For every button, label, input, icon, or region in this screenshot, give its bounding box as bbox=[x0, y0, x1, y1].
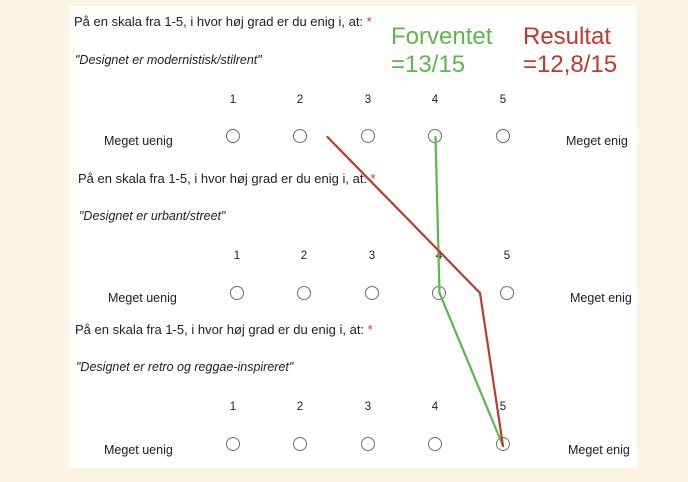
result-label: Resultat bbox=[523, 23, 612, 50]
radio-option-5[interactable] bbox=[496, 129, 510, 143]
high-label: Meget enig bbox=[568, 443, 630, 457]
low-label: Meget uenig bbox=[108, 291, 177, 305]
radio-option-4[interactable] bbox=[428, 437, 442, 451]
question-2: På en skala fra 1-5, i hvor høj grad er … bbox=[69, 163, 637, 317]
scale-number-3: 3 bbox=[368, 250, 376, 262]
scale-number-4: 4 bbox=[435, 250, 443, 262]
radio-option-2[interactable] bbox=[293, 437, 307, 451]
radio-option-3[interactable] bbox=[361, 437, 375, 451]
radio-option-1[interactable] bbox=[226, 437, 240, 451]
question-statement: "Designet er retro og reggae-inspireret" bbox=[76, 360, 294, 374]
scale-number-1: 1 bbox=[229, 94, 237, 106]
radio-option-2[interactable] bbox=[297, 286, 311, 300]
high-label: Meget enig bbox=[566, 134, 628, 148]
low-label: Meget uenig bbox=[104, 134, 173, 148]
radio-option-1[interactable] bbox=[230, 286, 244, 300]
result-score: =12,8/15 bbox=[523, 51, 618, 78]
scale-number-2: 2 bbox=[300, 250, 308, 262]
scale-number-2: 2 bbox=[296, 94, 304, 106]
question-1: På en skala fra 1-5, i hvor høj grad er … bbox=[69, 6, 637, 160]
required-asterisk: * bbox=[366, 14, 372, 29]
scale-number-1: 1 bbox=[233, 250, 241, 262]
radio-option-4[interactable] bbox=[432, 286, 446, 300]
radio-option-3[interactable] bbox=[365, 286, 379, 300]
scale-number-4: 4 bbox=[431, 94, 439, 106]
result-header: Resultat =12,8/15 bbox=[523, 23, 617, 79]
question-3: På en skala fra 1-5, i hvor høj grad er … bbox=[69, 314, 637, 468]
scale-number-5: 5 bbox=[499, 94, 507, 106]
question-statement: "Designet er urbant/street" bbox=[79, 209, 226, 223]
scale-number-2: 2 bbox=[296, 401, 304, 413]
low-label: Meget uenig bbox=[104, 443, 173, 457]
question-prompt: På en skala fra 1-5, i hvor høj grad er … bbox=[75, 322, 373, 337]
expected-label: Forventet bbox=[391, 23, 493, 50]
scale-number-3: 3 bbox=[364, 94, 372, 106]
radio-option-4[interactable] bbox=[428, 129, 442, 143]
expected-score: =13/15 bbox=[391, 51, 466, 78]
required-asterisk: * bbox=[367, 322, 373, 337]
scale-number-5: 5 bbox=[499, 401, 507, 413]
scale-number-5: 5 bbox=[503, 250, 511, 262]
scale-number-1: 1 bbox=[229, 401, 237, 413]
required-asterisk: * bbox=[370, 171, 376, 186]
radio-option-5[interactable] bbox=[496, 437, 510, 451]
expected-header: Forventet =13/15 bbox=[391, 23, 492, 79]
radio-option-1[interactable] bbox=[226, 129, 240, 143]
question-statement: "Designet er modernistisk/stilrent" bbox=[75, 53, 262, 67]
scale-number-4: 4 bbox=[431, 401, 439, 413]
survey-panel: På en skala fra 1-5, i hvor høj grad er … bbox=[69, 6, 637, 468]
scale-number-3: 3 bbox=[364, 401, 372, 413]
radio-option-2[interactable] bbox=[293, 129, 307, 143]
radio-option-5[interactable] bbox=[500, 286, 514, 300]
question-prompt: På en skala fra 1-5, i hvor høj grad er … bbox=[78, 171, 376, 186]
radio-option-3[interactable] bbox=[361, 129, 375, 143]
high-label: Meget enig bbox=[570, 291, 632, 305]
question-prompt: På en skala fra 1-5, i hvor høj grad er … bbox=[74, 14, 372, 29]
